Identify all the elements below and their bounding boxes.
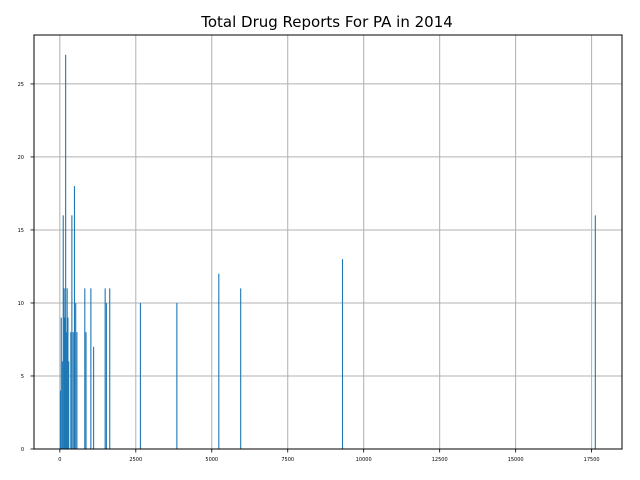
chart-title: Total Drug Reports For PA in 2014	[200, 13, 453, 31]
bar	[104, 288, 106, 449]
y-tick-label: 25	[18, 82, 24, 88]
bars	[59, 54, 596, 449]
x-tick-label: 10000	[356, 457, 372, 463]
grid-lines	[34, 35, 622, 450]
x-tick-label: 15000	[508, 457, 524, 463]
plot-frame	[33, 34, 623, 450]
bar	[93, 346, 95, 449]
bar	[109, 288, 111, 449]
x-tick-label: 5000	[205, 457, 218, 463]
bar	[68, 361, 70, 449]
bar	[63, 288, 65, 449]
bar	[76, 332, 78, 449]
x-tick-label: 2500	[129, 457, 142, 463]
bar	[64, 317, 66, 449]
bar	[84, 288, 86, 449]
bar	[65, 54, 67, 449]
y-tick-label: 0	[21, 447, 24, 453]
bar	[62, 215, 64, 449]
y-tick-label: 5	[21, 374, 24, 380]
bar	[61, 361, 63, 449]
bar	[60, 317, 62, 449]
bar	[73, 186, 76, 449]
bar	[66, 288, 68, 449]
bar	[90, 288, 92, 449]
bar	[75, 302, 77, 449]
x-axis: 0 2500 5000 7500 10000 12500 15000 17500	[58, 449, 600, 463]
x-tick-label: 17500	[584, 457, 600, 463]
bar	[85, 332, 87, 449]
bar	[139, 302, 141, 449]
bar	[59, 390, 62, 449]
y-tick-label: 15	[18, 228, 24, 234]
bar	[70, 332, 72, 449]
x-tick-label: 7500	[281, 457, 294, 463]
bar	[218, 273, 220, 449]
bar	[176, 302, 178, 449]
bar	[72, 332, 74, 449]
bar	[594, 215, 596, 449]
bar	[67, 317, 69, 449]
y-tick-label: 20	[18, 155, 24, 161]
x-tick-label: 0	[58, 457, 61, 463]
y-axis: 0 5 10 15 20 25	[18, 82, 34, 453]
bar	[105, 302, 107, 449]
y-tick-label: 10	[18, 301, 24, 307]
bar	[240, 288, 242, 449]
bar	[65, 332, 67, 449]
bar	[341, 259, 344, 449]
bar	[71, 215, 73, 449]
x-tick-label: 12500	[432, 457, 448, 463]
